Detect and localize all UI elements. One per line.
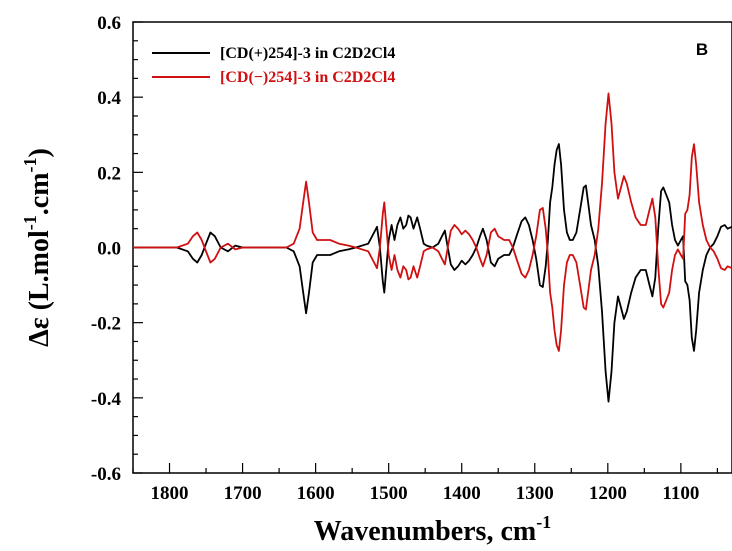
series-layer [133, 92, 732, 403]
series-line-cd-plus [133, 143, 732, 403]
x-tick-label: 1400 [443, 483, 481, 504]
y-tick-label: -0.2 [91, 314, 121, 335]
x-tick-label: 1100 [662, 483, 699, 504]
y-tick-label: 0.2 [97, 163, 121, 184]
x-tick-label: 1800 [151, 483, 189, 504]
y-tick-label: 0.6 [97, 13, 121, 34]
y-axis-title-part-3: ) [24, 148, 55, 157]
tick-labels: 1800 1700 1600 1500 1400 1300 1200 1100 -0.6 -0.4… [91, 13, 699, 504]
x-tick-label: 1600 [297, 483, 335, 504]
x-tick-label: 1700 [224, 483, 262, 504]
legend: [CD(+)254]-3 in C2D2Cl4 [CD(−)254]-3 in … [152, 45, 395, 86]
x-tick-label: 1500 [370, 483, 408, 504]
y-tick-label: 0.4 [97, 88, 121, 109]
y-tick-label: -0.4 [91, 389, 122, 410]
x-axis-title-main: Wavenumbers, cm [314, 516, 536, 547]
y-axis-title: Δε (L.mol-1.cm-1) [20, 148, 55, 347]
legend-label-series-1: [CD(+)254]-3 in C2D2Cl4 [220, 45, 395, 62]
y-axis-title-part-1: Δε (L.mol [24, 230, 55, 347]
x-axis-title-sup: -1 [536, 512, 551, 532]
y-tick-label: -0.6 [91, 464, 121, 485]
panel-label: B [696, 40, 708, 59]
x-axis-title: Wavenumbers, cm-1 [314, 512, 551, 547]
y-axis-title-part-2: .cm [24, 172, 55, 215]
x-tick-label: 1200 [589, 483, 627, 504]
series-line-cd-minus [133, 92, 732, 352]
legend-label-series-2: [CD(−)254]-3 in C2D2Cl4 [220, 69, 395, 86]
y-tick-label: 0.0 [97, 239, 121, 260]
x-tick-label: 1300 [516, 483, 554, 504]
y-axis-title-sup-1: -1 [20, 215, 40, 230]
y-axis-title-sup-2: -1 [20, 157, 40, 172]
